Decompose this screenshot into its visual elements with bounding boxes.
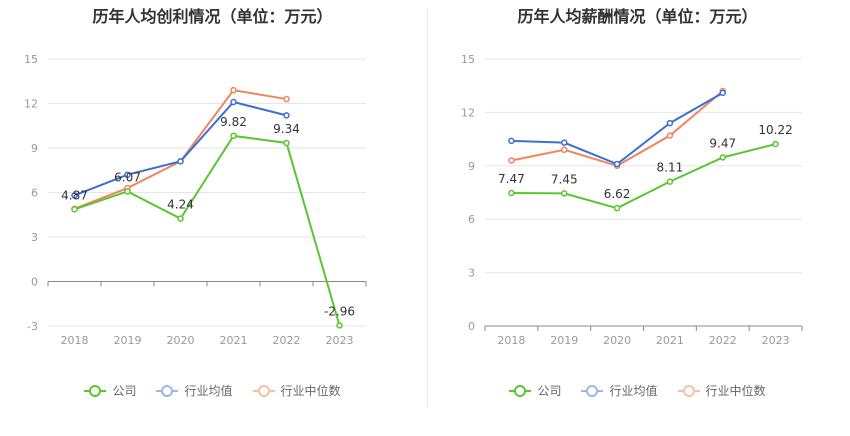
salary-chart-panel: 历年人均薪酬情况（单位：万元） 0 3 6 9 12 15 2018 2019 2020 2021… xyxy=(425,0,850,436)
x-tick-label: 2019 xyxy=(550,334,578,347)
data-point xyxy=(719,89,726,97)
data-label: 9.47 xyxy=(709,136,736,150)
x-tick-label: 2023 xyxy=(326,334,354,347)
data-point xyxy=(283,139,290,147)
legend-swatch xyxy=(581,384,604,397)
legend-item-industry-median[interactable]: 行业中位数 xyxy=(252,382,341,399)
data-label: 10.22 xyxy=(758,123,792,137)
chart-title: 历年人均薪酬情况（单位：万元） xyxy=(517,7,758,26)
y-tick-label: 0 xyxy=(31,276,38,289)
y-tick-label: 3 xyxy=(468,267,475,280)
legend-swatch xyxy=(509,384,532,397)
data-point xyxy=(71,192,78,199)
y-tick-label: 6 xyxy=(31,187,38,200)
y-tick-label: 3 xyxy=(31,231,38,244)
y-tick-label: 9 xyxy=(468,160,475,173)
legend-item-industry-median[interactable]: 行业中位数 xyxy=(677,382,766,399)
data-point xyxy=(666,178,674,185)
y-tick-label: 9 xyxy=(31,142,38,155)
data-point xyxy=(508,189,515,197)
x-tick-label: 2021 xyxy=(220,334,248,347)
data-point xyxy=(124,188,131,195)
data-point xyxy=(561,146,568,154)
x-tick-label: 2020 xyxy=(167,334,195,347)
x-tick-label: 2022 xyxy=(709,334,737,347)
series-line-1 xyxy=(74,100,287,197)
data-label: 8.11 xyxy=(657,161,684,175)
legend-swatch xyxy=(84,384,107,397)
data-point xyxy=(283,95,290,103)
data-point xyxy=(772,140,779,148)
data-label: 6.62 xyxy=(604,187,631,201)
profit-chart-plot: -3 0 3 6 9 12 15 2018 2019 2020 2021 2022 2023 4.87 6.… xyxy=(24,53,367,347)
x-tick-label: 2023 xyxy=(762,334,790,347)
y-tick-label: -3 xyxy=(27,320,38,333)
legend-label: 公司 xyxy=(112,384,137,398)
legend-swatch xyxy=(156,384,179,397)
data-label: 4.87 xyxy=(61,188,88,202)
data-label: -2.96 xyxy=(324,304,355,318)
data-point xyxy=(508,157,515,164)
data-point xyxy=(561,139,568,146)
data-label: 7.47 xyxy=(498,172,525,186)
y-tick-label: 15 xyxy=(24,53,38,66)
data-point xyxy=(283,112,290,119)
data-point xyxy=(177,215,184,222)
series-line-0 xyxy=(74,134,341,326)
series-line-0 xyxy=(511,143,776,210)
data-label: 9.34 xyxy=(273,122,300,136)
data-point xyxy=(177,158,184,165)
y-tick-label: 0 xyxy=(468,320,475,333)
data-point xyxy=(666,132,674,139)
legend-item-industry-average[interactable]: 行业均值 xyxy=(156,382,233,399)
y-tick-label: 15 xyxy=(461,53,475,66)
data-point xyxy=(336,322,343,329)
legend-label: 行业均值 xyxy=(609,384,658,398)
data-point xyxy=(561,190,568,197)
data-point xyxy=(613,160,621,168)
data-point xyxy=(613,204,621,212)
legend-item-company[interactable]: 公司 xyxy=(509,382,561,399)
data-point xyxy=(719,154,726,161)
salary-chart-plot: 0 3 6 9 12 15 2018 2019 2020 2021 2022 2023 7.47 7.45… xyxy=(461,53,803,347)
data-point xyxy=(230,98,237,106)
data-point xyxy=(230,86,237,94)
chart-title: 历年人均创利情况（单位：万元） xyxy=(92,7,333,26)
data-label: 9.82 xyxy=(220,115,247,129)
x-tick-label: 2019 xyxy=(114,334,142,347)
x-tick-label: 2021 xyxy=(656,334,684,347)
x-tick-label: 2020 xyxy=(603,334,631,347)
legend-label: 行业均值 xyxy=(184,384,233,398)
x-tick-label: 2022 xyxy=(273,334,301,347)
data-point xyxy=(508,137,515,145)
legend-label: 行业中位数 xyxy=(705,384,766,398)
data-point xyxy=(666,119,674,127)
legend-swatch xyxy=(677,384,700,397)
data-label: 4.24 xyxy=(167,198,194,212)
x-tick-label: 2018 xyxy=(497,334,525,347)
data-point xyxy=(124,171,131,178)
legend-label: 公司 xyxy=(537,384,562,398)
profit-chart-panel: 历年人均创利情况（单位：万元） -3 0 3 6 9 12 15 2018 2019 2020 20… xyxy=(0,7,425,399)
y-tick-label: 12 xyxy=(24,98,38,111)
legend-swatch xyxy=(252,384,275,397)
panel-divider xyxy=(427,8,428,408)
data-point xyxy=(71,206,78,213)
data-label: 6.07 xyxy=(114,170,141,184)
legend-item-company[interactable]: 公司 xyxy=(84,382,136,399)
legend-label: 行业中位数 xyxy=(280,384,341,398)
chart-legend: 公司 行业均值 行业中位数 xyxy=(425,382,850,399)
chart-legend: 公司 行业均值 行业中位数 xyxy=(0,382,425,399)
x-tick-label: 2018 xyxy=(61,334,89,347)
data-label: 7.45 xyxy=(551,172,578,186)
data-point xyxy=(230,132,237,140)
legend-item-industry-average[interactable]: 行业均值 xyxy=(581,382,658,399)
y-tick-label: 12 xyxy=(461,106,475,119)
y-tick-label: 6 xyxy=(468,213,475,226)
series-line-2 xyxy=(511,90,724,167)
